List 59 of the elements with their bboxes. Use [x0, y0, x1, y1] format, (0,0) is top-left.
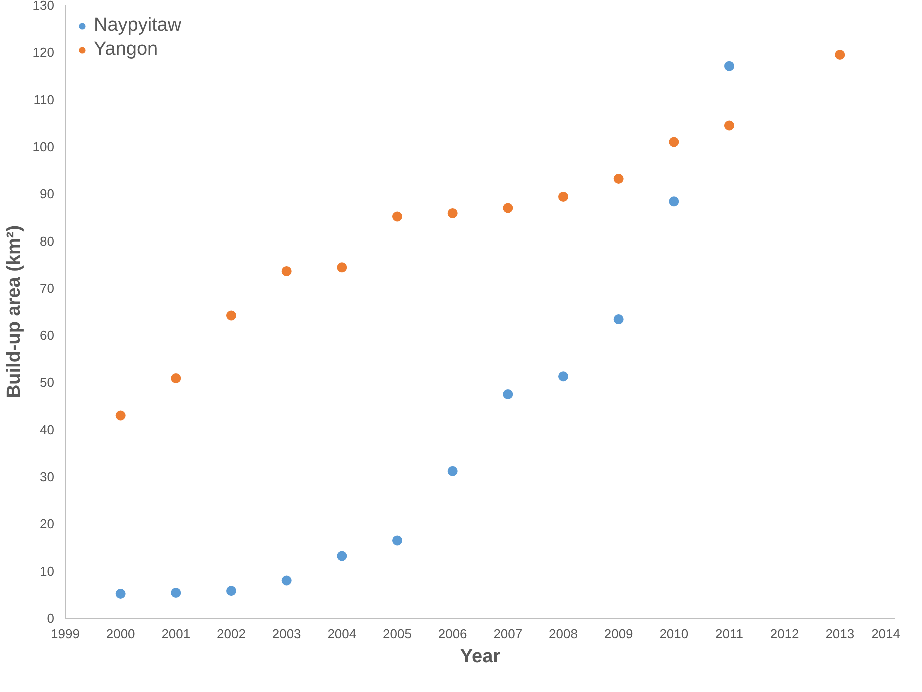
x-axis-title: Year	[460, 646, 502, 668]
x-tick-label: 2014	[872, 626, 900, 642]
y-tick-label: 40	[40, 422, 55, 438]
x-tick-label: 2005	[383, 626, 412, 642]
point	[558, 372, 568, 382]
x-tick-label: 2006	[438, 626, 468, 642]
x-tick-label: 2011	[716, 626, 744, 642]
x-tick-label: 2003	[272, 626, 302, 642]
point	[835, 50, 846, 60]
x-tick-label: 2004	[328, 626, 357, 642]
point	[116, 588, 126, 599]
point	[724, 61, 734, 72]
legend-label: Naypyitaw	[94, 15, 182, 37]
point	[614, 314, 624, 325]
point	[448, 466, 458, 476]
point	[226, 310, 236, 321]
point	[669, 137, 680, 148]
y-tick-label: 130	[32, 0, 55, 13]
x-tick-label: 2001	[162, 626, 191, 642]
point	[724, 120, 734, 131]
x-tick-label: 1999	[51, 626, 80, 642]
x-tick-label: 2012	[770, 626, 800, 642]
y-tick-label: 30	[40, 470, 55, 485]
y-tick-label: 120	[32, 45, 55, 60]
x-tick-label: 2009	[604, 626, 634, 642]
point	[392, 536, 402, 546]
legend-label: Yangon	[94, 39, 158, 61]
point	[669, 196, 680, 207]
y-tick-label: 80	[40, 234, 55, 249]
y-tick-label: 110	[34, 92, 55, 108]
point	[392, 212, 402, 222]
point	[226, 586, 236, 596]
x-tick-label: 2013	[826, 626, 855, 642]
point	[171, 588, 182, 598]
y-tick-label: 50	[40, 375, 55, 390]
point	[503, 203, 514, 214]
y-tick-label: 20	[40, 516, 55, 532]
y-axis-title: Build-up area (km²)	[4, 225, 25, 399]
y-tick-label: 100	[32, 139, 55, 154]
y-tick-label: 0	[47, 611, 55, 626]
point	[614, 174, 624, 184]
point	[282, 576, 292, 586]
point	[503, 390, 514, 400]
point	[558, 192, 568, 202]
x-tick-label: 2010	[660, 626, 689, 642]
point	[116, 410, 126, 421]
point	[337, 262, 348, 273]
x-tick-label: 2002	[217, 626, 246, 642]
y-tick-label: 60	[40, 328, 55, 344]
y-tick-label: 10	[40, 564, 55, 579]
point	[282, 266, 292, 276]
x-tick-label: 2008	[549, 626, 578, 642]
x-tick-label: 2000	[106, 626, 136, 642]
y-tick-label: 70	[40, 280, 55, 296]
point	[171, 373, 182, 384]
point	[448, 208, 458, 218]
y-tick-label: 90	[40, 186, 55, 202]
point	[337, 551, 348, 562]
x-tick-label: 2007	[494, 626, 523, 642]
